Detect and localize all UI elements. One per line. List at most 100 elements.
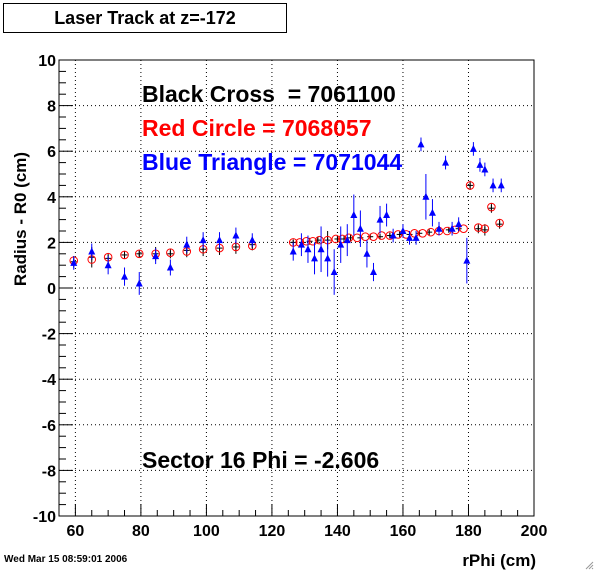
annotation-red-circle: Red Circle = 7068057 — [142, 115, 372, 141]
blue-triangle-point — [412, 233, 420, 241]
y-tick-label: 0 — [47, 281, 56, 298]
blue-triangle-point — [70, 258, 78, 266]
y-tick-label: -2 — [42, 327, 56, 344]
blue-triangle-point — [317, 245, 325, 253]
red-circle-point — [487, 202, 496, 212]
red-circle-point — [377, 231, 386, 240]
chart-title: Laser Track at z=-172 — [3, 3, 287, 33]
x-tick-label: 120 — [259, 523, 286, 540]
red-circle-point — [369, 232, 378, 241]
blue-triangle-point — [455, 220, 463, 228]
blue-triangle-point — [469, 144, 477, 152]
x-tick-label: 100 — [193, 523, 220, 540]
blue-triangle-point — [476, 160, 484, 168]
red-circle-point — [410, 228, 419, 238]
blue-triangle-point — [337, 240, 345, 248]
blue-triangle-point — [104, 261, 112, 269]
blue-triangle-point — [216, 236, 224, 244]
red-circle-point — [315, 235, 324, 245]
black-cross-point — [232, 243, 239, 250]
blue-triangle-point — [417, 140, 425, 148]
red-circle-point — [495, 218, 504, 228]
blue-triangle-point — [350, 211, 358, 219]
axis-ticks: 60 80 100 120 140 160 180 200 -10 -8 -6 -4 -2 0 2 4 6 8 10 — [33, 53, 548, 540]
blue-triangle-point — [330, 268, 338, 276]
blue-triangle-point — [428, 208, 436, 216]
red-circle-point — [401, 230, 411, 239]
blue-triangle-point — [135, 279, 143, 287]
y-tick-label: 6 — [47, 144, 56, 161]
black-cross-point — [496, 221, 503, 228]
red-circle-point — [474, 223, 483, 232]
blue-triangle-point — [166, 263, 174, 271]
black-cross-point — [121, 251, 128, 258]
blue-triangle-point — [324, 254, 332, 262]
y-axis-title: Radius - R0 (cm) — [11, 152, 30, 286]
black-cross-point — [467, 182, 474, 189]
blue-triangle-point — [343, 236, 351, 244]
annotation-black-cross: Black Cross = 7061100 — [142, 81, 396, 107]
blue-triangle-point — [435, 224, 443, 232]
black-cross-point — [167, 250, 174, 257]
y-tick-label: -6 — [42, 418, 56, 435]
red-circle-point — [166, 248, 175, 257]
red-circle-point — [120, 250, 129, 260]
annotation-blue-triangle: Blue Triangle = 7071044 — [142, 149, 402, 175]
data-points — [69, 137, 505, 295]
red-circle-point — [459, 224, 468, 234]
blue-triangle-point — [232, 231, 240, 239]
annotation-sector: Sector 16 Phi = -2.606 — [142, 447, 379, 473]
blue-triangle-point — [311, 254, 319, 262]
y-tick-label: -10 — [33, 509, 56, 526]
x-tick-label: 200 — [521, 523, 548, 540]
blue-triangle-point — [248, 236, 256, 244]
y-tick-label: -8 — [42, 463, 56, 480]
red-circle-point — [331, 234, 341, 244]
blue-triangle-point — [463, 256, 471, 264]
x-tick-label: 160 — [390, 523, 417, 540]
red-circle-point — [480, 224, 490, 234]
blue-triangle-point — [399, 227, 407, 234]
red-circle-point — [352, 233, 362, 243]
x-tick-label: 180 — [455, 523, 482, 540]
x-tick-label: 140 — [324, 523, 351, 540]
timestamp: Wed Mar 15 08:59:01 2006 — [4, 554, 128, 565]
blue-triangle-point — [297, 240, 305, 248]
blue-triangle-point — [363, 249, 371, 257]
y-tick-label: 8 — [47, 99, 56, 116]
red-circle-point — [134, 249, 144, 259]
blue-triangle-point — [356, 224, 364, 232]
blue-triangle-point — [406, 233, 414, 241]
blue-triangle-point — [199, 236, 207, 244]
x-tick-label: 80 — [132, 523, 150, 540]
blue-triangle-point — [422, 192, 430, 200]
blue-triangle-point — [448, 224, 456, 232]
blue-triangle-point — [497, 181, 505, 189]
y-tick-label: 4 — [47, 190, 56, 207]
blue-triangle-point — [121, 272, 129, 280]
x-axis-title: rPhi (cm) — [462, 551, 536, 570]
blue-triangle-point — [389, 231, 397, 239]
red-circle-point — [465, 181, 475, 190]
x-tick-label: 60 — [66, 523, 84, 540]
black-cross-point — [481, 226, 488, 233]
black-cross-point — [475, 225, 482, 232]
grid-lines — [59, 60, 534, 516]
blue-triangle-point — [88, 247, 96, 255]
red-circle-point — [360, 232, 370, 241]
blue-triangle-point — [489, 181, 497, 189]
black-cross-point — [488, 205, 495, 212]
blue-triangle-point — [369, 268, 377, 276]
red-circle-point — [418, 228, 427, 238]
red-circle-point — [302, 236, 311, 246]
red-circle-point — [426, 227, 436, 237]
blue-triangle-point — [183, 240, 191, 248]
y-tick-label: 2 — [47, 235, 56, 252]
y-tick-label: 10 — [38, 53, 56, 70]
blue-triangle-point — [304, 245, 312, 253]
resize-grip-icon[interactable] — [584, 560, 594, 570]
blue-triangle-point — [383, 211, 391, 219]
blue-triangle-point — [376, 215, 384, 223]
blue-triangle-point — [289, 247, 297, 255]
